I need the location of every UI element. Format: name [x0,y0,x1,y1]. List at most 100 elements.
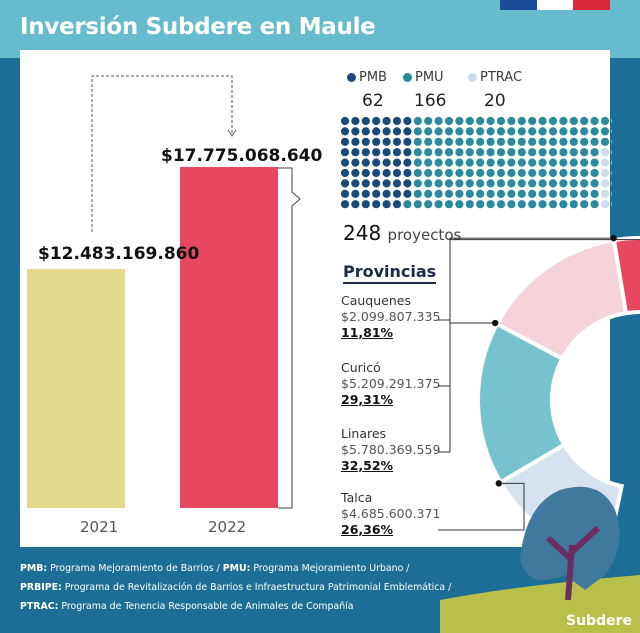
bar-2021 [27,268,125,508]
waffle-chart [340,116,612,209]
waffle-dot-pmu [538,116,547,126]
waffle-dot-ptrac [611,118,612,124]
bar-2022-value-label: $17.775.068.640 [161,146,323,166]
waffle-dot-pmu [424,127,433,136]
waffle-dot-pmu [528,137,537,146]
waffle-dot-pmu [465,148,474,157]
legend-pmu-label: PMU [415,70,444,85]
waffle-dot-pmu [590,179,599,188]
waffle-dot-ptrac [600,200,610,209]
bar-2022-year-label: 2022 [208,518,247,536]
waffle-dot-pmu [424,116,433,126]
waffle-dot-pmu [465,127,474,136]
waffle-dot-pmu [538,158,547,167]
leader-dot-talca [495,480,502,487]
waffle-dot-pmb [382,200,391,209]
waffle-dot-pmu [434,137,443,146]
waffle-dot-pmu [559,127,568,136]
legend-pmb: PMB [347,70,387,85]
waffle-dot-pmu [476,116,485,126]
waffle-dot-pmb [351,189,360,198]
waffle-dot-pmb [351,168,360,178]
waffle-dot-pmu [496,168,506,178]
waffle-dot-pmb [403,137,412,146]
waffle-dot-pmu [590,127,599,136]
waffle-dot-pmb [372,127,381,136]
projects-total-label: proyectos [387,226,462,244]
waffle-dot-pmu [444,189,454,198]
waffle-dot-pmu [548,158,558,167]
waffle-dot-pmb [351,127,360,136]
waffle-dot-pmu [507,127,516,136]
waffle-dot-pmu [424,158,433,167]
province-cauquenes: Cauquenes $2.099.807.335 11,81% [341,293,440,341]
brand-logo-text: Subdere [566,613,632,629]
waffle-dot-pmu [559,189,568,198]
province-percent: 26,36% [341,522,394,537]
waffle-dot-pmb [361,179,370,188]
waffle-dot-pmu [403,200,412,209]
waffle-dot-ptrac [611,191,612,197]
waffle-dot-pmu [444,116,454,126]
footer-notes: PMB: Programa Mejoramiento de Barrios / … [20,559,451,616]
waffle-dot-pmu [580,189,589,198]
waffle-dot-pmu [538,168,547,178]
tree-trunk [545,525,601,601]
waffle-dot-pmu [517,137,526,146]
footer-abbr-pmb: PMB: [20,563,48,574]
projects-total: 248 proyectos [343,221,461,245]
waffle-dot-pmb [392,116,402,126]
leader-line-linares [438,322,496,453]
waffle-dot-pmu [569,189,578,198]
waffle-dot-pmu [424,148,433,157]
waffle-dot-pmu [444,148,454,157]
waffle-dot-pmu [528,127,537,136]
waffle-dot-ptrac [611,139,612,145]
waffle-dot-pmu [528,179,537,188]
province-name: Cauquenes [341,293,411,308]
waffle-dot-pmu [465,168,474,178]
waffle-dot-pmu [444,168,454,178]
waffle-dot-pmb [340,168,350,178]
waffle-dot-pmb [372,168,381,178]
waffle-dot-pmu [486,116,495,126]
waffle-dot-pmb [392,158,402,167]
waffle-dot-pmu [486,168,495,178]
waffle-dot-pmu [486,127,495,136]
waffle-dot-pmu [507,200,516,209]
waffle-dot-pmb [372,148,381,157]
waffle-dot-pmu [434,200,443,209]
province-percent: 32,52% [341,458,394,473]
leader-line-curico [438,237,614,387]
province-curico: Curicó $5.209.291.375 29,31% [341,360,440,408]
waffle-dot-pmu [455,158,464,167]
waffle-dot-pmu [569,116,578,126]
waffle-dot-pmb [351,116,360,126]
waffle-dot-pmb [403,127,412,136]
legend-pmu-count: 166 [414,91,447,111]
waffle-dot-pmb [392,137,402,146]
waffle-dot-pmb [403,116,412,126]
waffle-dot-pmu [559,200,568,209]
waffle-dot-pmu [528,168,537,178]
legend-ptrac-swatch [468,73,477,82]
waffle-dot-pmb [382,148,391,157]
waffle-dot-pmu [548,189,558,198]
waffle-dot-pmu [528,116,537,126]
waffle-dot-pmu [486,200,495,209]
waffle-dot-pmu [455,148,464,157]
waffle-dot-pmb [340,127,350,136]
waffle-dot-pmu [559,179,568,188]
waffle-dot-pmu [548,148,558,157]
waffle-dot-pmb [351,158,360,167]
waffle-dot-pmu [569,137,578,146]
waffle-dot-pmb [361,137,370,146]
waffle-dot-pmu [580,200,589,209]
waffle-dot-pmu [538,148,547,157]
waffle-dot-pmu [444,127,454,136]
waffle-dot-pmu [507,179,516,188]
waffle-dot-pmu [569,127,578,136]
waffle-dot-ptrac [600,189,610,198]
province-name: Talca [341,490,373,505]
